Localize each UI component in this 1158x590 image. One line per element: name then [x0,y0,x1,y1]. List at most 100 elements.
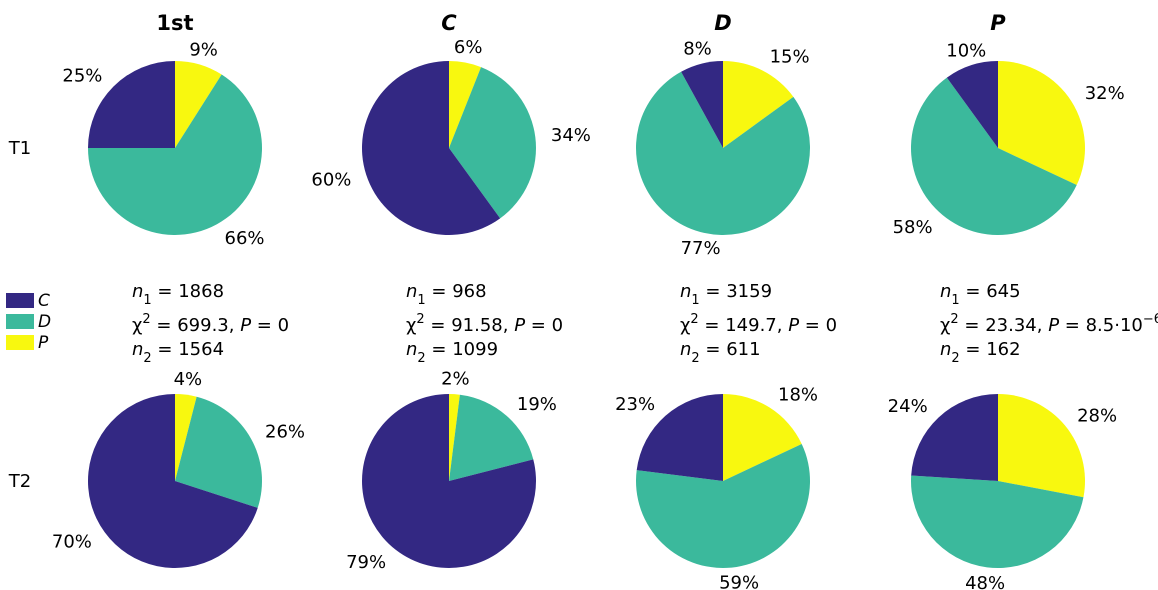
slice-p [175,394,197,481]
pie-t1-c: 6% 34% 60% [311,37,591,236]
slice-label-c: 60% [311,170,351,191]
n2-value: 162 [986,339,1020,360]
slice-d [910,475,1084,569]
slice-p [175,61,222,148]
slice-p [998,394,1086,498]
slice-label-c: 24% [888,396,928,417]
pie-t2-c: 2% 19% 79% [346,369,557,574]
p-value: 0 [826,315,837,336]
n1-line: n1 = 968 [406,281,487,308]
slice-label-d: 48% [965,573,1005,590]
slice-d [449,67,536,219]
p-value: 0 [552,315,563,336]
slice-label-p: 4% [174,369,203,390]
legend-label-p: P [38,333,49,353]
slice-label-c: 70% [52,531,92,552]
n2-value: 611 [726,339,760,360]
slice-label-c: 25% [62,65,102,86]
chi2-line: χ2 = 23.34, P = 8.5·10−6 [940,312,1158,336]
slice-label-p: 9% [189,39,218,60]
row-label-t2: T2 [8,471,31,492]
legend-swatch-p [6,335,34,350]
slice-label-d: 59% [719,572,759,590]
n1-value: 1868 [178,281,224,302]
pie-t2-1st: 4% 26% 70% [52,369,305,568]
slice-c [946,61,998,148]
n1-value: 968 [452,281,486,302]
column-header-4: P [990,11,1006,35]
slice-label-d: 26% [265,422,305,443]
column-header-2: C [441,11,457,35]
n1-value: 645 [986,281,1020,302]
p-value: 0 [278,315,289,336]
slice-label-c: 23% [615,394,655,415]
n2-value: 1564 [178,339,224,360]
p-value-exponent: −6 [1143,312,1158,327]
slice-c [636,394,723,481]
legend-swatch-c [6,293,34,308]
stats-block-4: n1 = 645 χ2 = 23.34, P = 8.5·10−6 n2 = 162 [940,281,1158,366]
n2-value: 1099 [452,339,498,360]
pie-t2-p: 28% 48% 24% [888,394,1117,590]
column-header-3: D [714,11,731,35]
slice-d [88,74,262,235]
slice-p [449,394,460,481]
pie-t2-d: 18% 59% 23% [615,384,818,590]
slice-p [998,61,1085,186]
slice-p [723,394,802,481]
n1-line: n1 = 1868 [132,281,224,308]
slice-p [449,61,482,148]
legend-swatch-d [6,314,34,329]
slice-d [635,71,810,236]
pie-t1-p: 32% 58% 10% [893,40,1125,238]
pie-t1-1st: 9% 66% 25% [62,39,264,249]
stats-block-2: n1 = 968 χ2 = 91.58, P = 0 n2 = 1099 [406,281,563,366]
n1-value: 3159 [726,281,772,302]
pie-t1-d: 15% 77% 8% [635,39,810,259]
slice-p [723,61,794,148]
slice-label-p: 6% [454,37,483,58]
slice-label-c: 10% [946,40,986,61]
chi2-value: 23.34 [985,315,1037,336]
n1-line: n1 = 645 [940,281,1021,308]
slice-label-p: 15% [770,47,810,68]
slice-label-p: 2% [441,369,470,390]
slice-d [449,394,534,481]
slice-label-d: 66% [225,228,265,249]
chi2-value: 91.58 [451,315,503,336]
slice-c [361,60,501,236]
slice-d [175,396,262,508]
slice-c [911,394,998,481]
slice-label-p: 18% [778,384,818,405]
row-label-t1: T1 [8,138,31,159]
slice-label-p: 32% [1085,83,1125,104]
p-value: 8.5·10 [1086,315,1143,336]
slice-c [362,394,537,568]
n1-line: n1 = 3159 [680,281,772,308]
legend-label-c: C [38,291,50,311]
slice-label-d: 34% [551,125,591,146]
chi2-line: χ2 = 91.58, P = 0 [406,312,563,336]
slice-label-d: 58% [893,217,933,238]
n2-line: n2 = 611 [680,339,761,366]
column-header-1: 1st [156,11,193,35]
stats-block-3: n1 = 3159 χ2 = 149.7, P = 0 n2 = 611 [680,281,837,366]
legend: CDP [6,291,51,353]
stats-block-1: n1 = 1868 χ2 = 699.3, P = 0 n2 = 1564 [132,281,289,366]
slice-c [87,394,258,568]
legend-label-d: D [38,312,51,332]
chi2-line: χ2 = 699.3, P = 0 [132,312,289,336]
slice-c [88,61,175,148]
chi2-line: χ2 = 149.7, P = 0 [680,312,837,336]
n2-line: n2 = 1099 [406,339,498,366]
slice-d [910,77,1077,236]
chi2-value: 699.3 [177,315,229,336]
slice-label-d: 77% [681,238,721,259]
slice-label-p: 28% [1077,406,1117,427]
n2-line: n2 = 162 [940,339,1021,366]
chi2-value: 149.7 [725,315,777,336]
n2-line: n2 = 1564 [132,339,224,366]
slice-label-d: 19% [517,394,557,415]
slice-d [636,443,811,569]
